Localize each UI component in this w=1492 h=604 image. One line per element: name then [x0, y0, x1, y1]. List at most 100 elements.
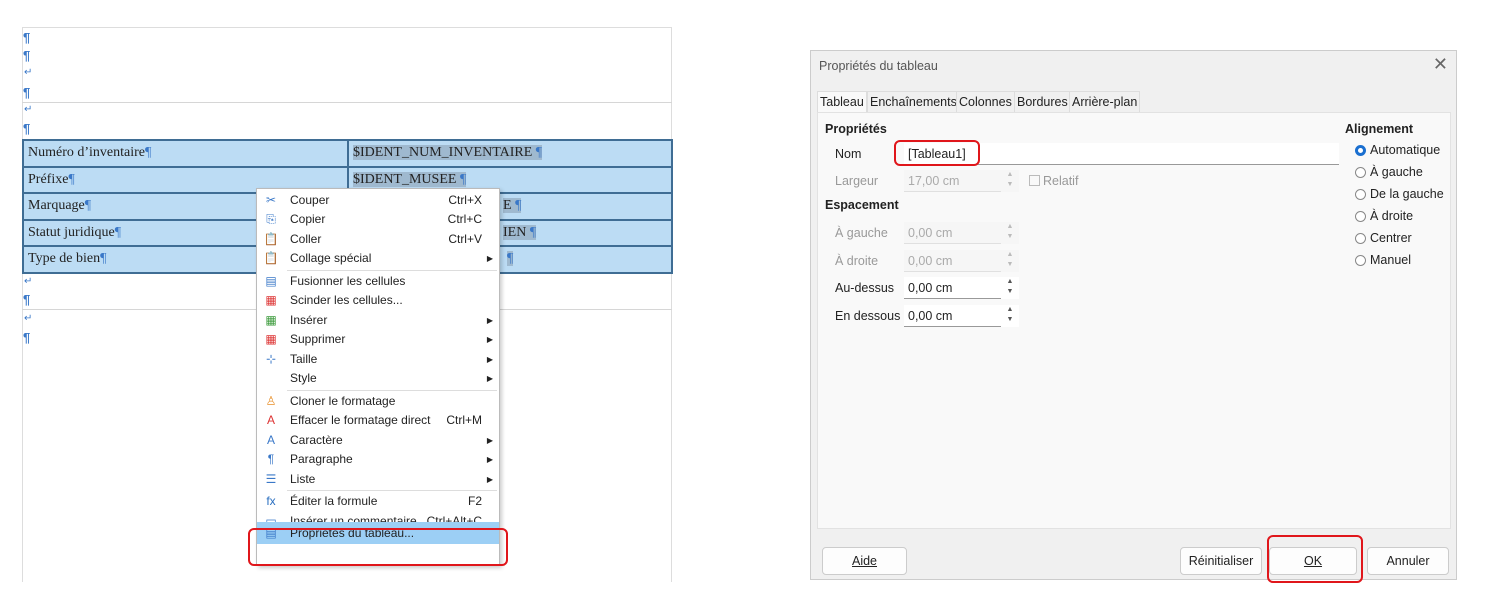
menu-item-shortcut: F2: [467, 494, 482, 508]
help-button[interactable]: Aide: [822, 547, 907, 575]
size-icon: ⊹: [265, 352, 277, 366]
spacing-input[interactable]: 0,00 cm: [904, 304, 1001, 327]
reset-button[interactable]: Réinitialiser: [1180, 547, 1262, 575]
paragraph-icon: ¶: [267, 452, 275, 466]
alignment-radio[interactable]: [1355, 211, 1366, 222]
table-properties-icon: ▤: [265, 526, 277, 540]
comment-icon: ▭: [265, 514, 277, 528]
alignment-option-label: À gauche: [1370, 165, 1423, 179]
alignment-radio[interactable]: [1355, 145, 1366, 156]
table-cell[interactable]: $IDENT_NUM_INVENTAIRE ¶: [347, 139, 673, 168]
alignment-option-label: Manuel: [1370, 253, 1411, 267]
menu-item[interactable]: ¶ Paragraphe ▶: [257, 450, 499, 469]
document-page[interactable]: [22, 27, 672, 582]
spacing-label: À gauche: [835, 226, 888, 240]
menu-item[interactable]: ▦ Insérer ▶: [257, 311, 499, 330]
divider: [22, 102, 672, 103]
ok-button[interactable]: OK: [1269, 547, 1357, 575]
menu-separator: [287, 270, 497, 271]
menu-item-label: Insérer: [290, 313, 328, 327]
menu-separator: [287, 490, 497, 491]
table-row: Préfixe¶ $IDENT_MUSEE ¶: [22, 165, 673, 194]
spacing-spinner[interactable]: ▲ ▼: [1001, 249, 1019, 272]
section-heading: Propriétés: [825, 122, 887, 136]
alignment-radio[interactable]: [1355, 189, 1366, 200]
relative-checkbox[interactable]: [1029, 175, 1040, 186]
menu-item[interactable]: A Effacer le formatage direct Ctrl+M: [257, 411, 499, 430]
tab-tableau[interactable]: Tableau: [817, 91, 867, 112]
menu-item-label: Copier: [290, 212, 326, 226]
spacing-spinner[interactable]: ▲ ▼: [1001, 222, 1019, 244]
spacing-input[interactable]: 0,00 cm: [904, 277, 1001, 299]
menu-item-label: Effacer le formatage direct: [290, 413, 431, 427]
submenu-arrow-icon: ▶: [486, 335, 493, 344]
submenu-arrow-icon: ▶: [486, 374, 493, 383]
menu-item[interactable]: ☰ Liste ▶: [257, 470, 499, 489]
menu-item-shortcut: Ctrl+V: [448, 232, 482, 246]
name-input[interactable]: [Tableau1]: [904, 143, 1339, 165]
pilcrow-mark: ¶: [23, 85, 31, 100]
paste-special-icon: 📋: [263, 251, 279, 265]
alignment-option-label: Centrer: [1370, 231, 1412, 245]
menu-item-label: Fusionner les cellules: [290, 274, 406, 288]
menu-item-shortcut: Ctrl+C: [447, 212, 482, 226]
menu-item-label: Collage spécial: [290, 251, 372, 265]
name-label: Nom: [835, 147, 862, 161]
line-break-mark: ↵: [24, 276, 33, 287]
menu-item[interactable]: Style ▶: [257, 369, 499, 388]
submenu-arrow-icon: ▶: [486, 455, 493, 464]
delete-icon: ▦: [265, 332, 277, 346]
highlight-box: [1267, 535, 1363, 583]
spacing-spinner[interactable]: ▲ ▼: [1001, 304, 1019, 327]
highlight-box: [248, 528, 508, 566]
pilcrow-mark: ¶: [23, 330, 31, 345]
spacing-input[interactable]: 0,00 cm: [904, 222, 1001, 244]
menu-item[interactable]: A Caractère ▶: [257, 431, 499, 450]
alignment-radio[interactable]: [1355, 233, 1366, 244]
table-cell[interactable]: Numéro d’inventaire¶: [22, 139, 349, 168]
spacing-label: À droite: [835, 253, 879, 268]
paste-icon: 📋: [263, 232, 279, 246]
spacing-input[interactable]: 0,00 cm: [904, 249, 1001, 272]
spacing-spinner[interactable]: ▲ ▼: [1001, 277, 1019, 299]
menu-item-label: Scinder les cellules...: [290, 293, 403, 307]
width-spinner[interactable]: ▲ ▼: [1001, 170, 1019, 192]
cancel-button[interactable]: Annuler: [1367, 547, 1449, 575]
line-break-mark: ↵: [24, 313, 33, 324]
tab-panel: Propriétés Nom [Tableau1] Largeur 17,00 …: [817, 112, 1451, 529]
menu-item[interactable]: ✂ Couper Ctrl+X: [257, 191, 499, 210]
copy-icon: ⎘: [266, 212, 276, 226]
menu-item-label: Style: [290, 371, 317, 385]
width-input[interactable]: 17,00 cm: [904, 170, 1001, 192]
relative-label: Relatif: [1043, 174, 1079, 188]
menu-item[interactable]: 📋 Collage spécial ▶: [257, 249, 499, 268]
table-row: Numéro d’inventaire¶ $IDENT_NUM_INVENTAIR…: [22, 139, 673, 168]
character-icon: A: [266, 433, 275, 447]
close-icon[interactable]: ✕: [1432, 54, 1448, 74]
tab-enchainements[interactable]: Enchaînements: [867, 91, 960, 112]
alignment-radio[interactable]: [1355, 167, 1366, 178]
alignment-radio[interactable]: [1355, 255, 1366, 266]
menu-item-label: Caractère: [290, 433, 343, 447]
menu-item[interactable]: ⊹ Taille ▶: [257, 350, 499, 369]
insert-icon: ▦: [265, 313, 277, 327]
menu-item[interactable]: 📋 Coller Ctrl+V: [257, 230, 499, 249]
tab-colonnes[interactable]: Colonnes: [956, 91, 1015, 112]
menu-item-label: Supprimer: [290, 332, 346, 346]
highlight-box: [894, 140, 980, 166]
menu-item[interactable]: fx Éditer la formule F2: [257, 492, 499, 511]
menu-item[interactable]: ♙ Cloner le formatage: [257, 392, 499, 411]
menu-item[interactable]: ▤ Fusionner les cellules: [257, 272, 499, 291]
menu-item[interactable]: ⎘ Copier Ctrl+C: [257, 210, 499, 229]
menu-item-label: Taille: [290, 352, 318, 366]
menu-item[interactable]: ▦ Supprimer ▶: [257, 330, 499, 349]
clone-format-icon: ♙: [265, 394, 277, 408]
tab-bordures[interactable]: Bordures: [1014, 91, 1071, 112]
menu-item[interactable]: ▦ Scinder les cellules...: [257, 291, 499, 310]
split-cells-icon: ▦: [265, 293, 277, 307]
tab-arriere-plan[interactable]: Arrière-plan: [1069, 91, 1141, 112]
section-heading: Espacement: [825, 198, 899, 212]
pilcrow-mark: ¶: [23, 292, 31, 307]
submenu-arrow-icon: ▶: [486, 316, 493, 325]
context-menu: ✂ Couper Ctrl+X ⎘ Copier Ctrl+C 📋 Coller Ctrl+V 📋…: [256, 188, 500, 566]
